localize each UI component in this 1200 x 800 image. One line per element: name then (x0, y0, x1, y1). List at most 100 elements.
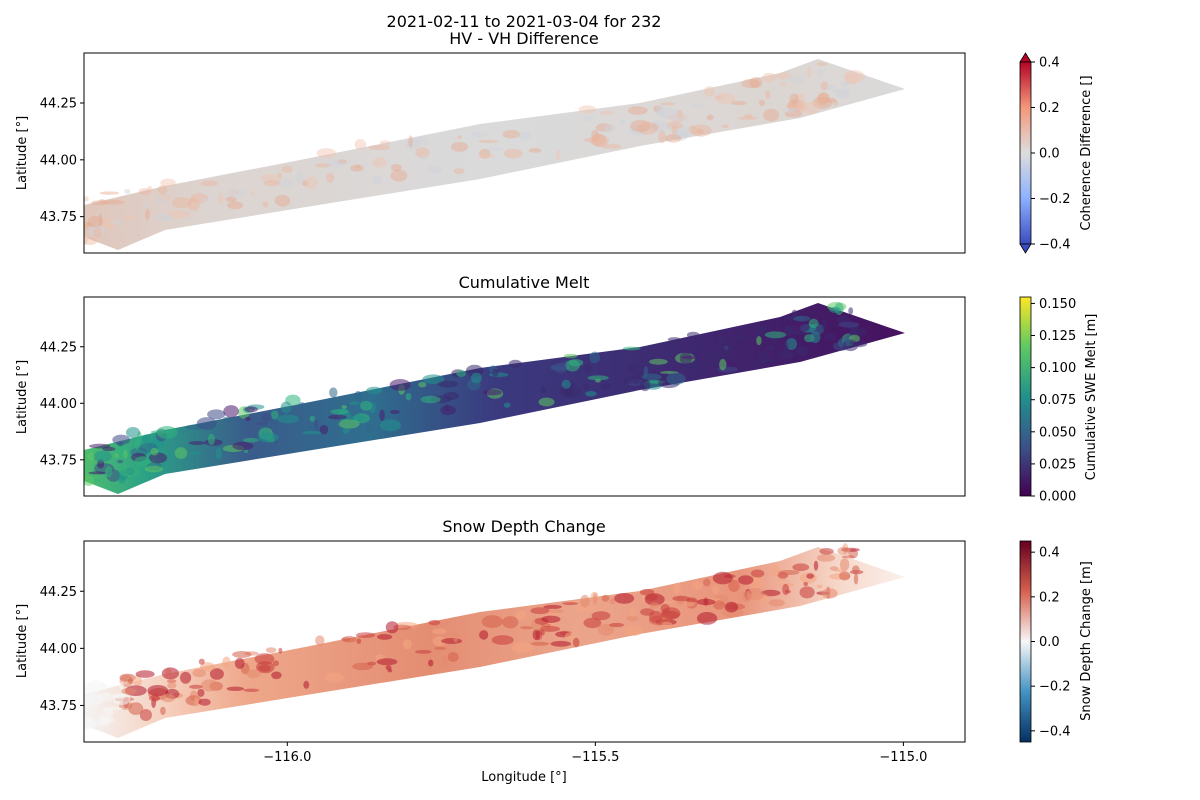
texture-spot (329, 387, 338, 398)
texture-spot (799, 586, 815, 599)
texture-spot (644, 593, 665, 606)
texture-spot (258, 664, 271, 672)
texture-spot (234, 657, 245, 669)
colorbar-ticks: 0.4 0.2 0.0 −0.2 −0.4 (1031, 546, 1071, 739)
texture-spot (622, 346, 641, 351)
texture-spot (633, 379, 640, 384)
texture-spot (147, 185, 153, 192)
texture-spot (757, 351, 769, 365)
texture-spot (685, 598, 698, 603)
texture-spot (667, 337, 681, 342)
texture-spot (782, 583, 790, 596)
texture-spot (817, 92, 830, 104)
texture-spot (105, 466, 113, 478)
texture-spot (599, 110, 615, 116)
texture-spot (422, 374, 445, 385)
texture-spot (366, 386, 383, 395)
texture-spot (408, 135, 413, 148)
texture-spot (114, 453, 119, 458)
texture-spot (377, 634, 393, 640)
texture-spot (595, 123, 613, 132)
texture-spot (147, 685, 169, 697)
texture-spot (297, 427, 318, 432)
texture-spot (597, 623, 615, 636)
texture-spot (415, 650, 432, 654)
texture-spot (93, 228, 103, 238)
texture-spot (549, 609, 564, 613)
texture-spot (502, 616, 519, 629)
texture-spot (819, 548, 834, 555)
figure-title: 2021-02-11 to 2021-03-04 for 232 (387, 12, 662, 31)
texture-spot (768, 358, 777, 363)
texture-spot (244, 416, 251, 421)
texture-spot (724, 601, 739, 613)
texture-spot (402, 639, 412, 650)
texture-spot (415, 136, 430, 146)
colorbar-tick-label: 0.100 (1039, 361, 1076, 376)
colorbar-tick-label: 0.000 (1039, 490, 1076, 505)
texture-spot (93, 450, 112, 462)
texture-spot (328, 414, 347, 420)
texture-spot (827, 97, 837, 103)
texture-spot (630, 119, 651, 133)
texture-spot (820, 81, 829, 91)
texture-spot (556, 149, 561, 161)
texture-spot (585, 391, 597, 397)
texture-spot (540, 386, 546, 394)
texture-spot (280, 401, 292, 414)
texture-spot (843, 70, 866, 83)
texture-spot (150, 430, 169, 434)
texture-spot (696, 612, 718, 625)
texture-spot (801, 101, 821, 115)
texture-spot (326, 172, 335, 183)
texture-spot (834, 91, 850, 99)
texture-spot (503, 148, 523, 159)
texture-spot (263, 180, 281, 187)
texture-spot (649, 358, 668, 365)
texture-spot (277, 414, 299, 424)
texture-spot (200, 198, 213, 202)
texture-spot (706, 114, 714, 121)
texture-spot (838, 321, 860, 328)
texture-spot (816, 62, 828, 66)
texture-spot (770, 564, 780, 577)
texture-spot (591, 129, 600, 142)
texture-spot (589, 351, 600, 364)
colorbar: 0.4 0.2 0.0 −0.2 −0.4 Snow Depth Change [m] (1019, 540, 1094, 743)
texture-spot (223, 405, 239, 418)
texture-spot (738, 575, 754, 585)
texture-spot (444, 404, 450, 411)
texture-spot (840, 81, 850, 87)
y-tick-label: 44.25 (40, 585, 77, 600)
texture-spot (691, 581, 703, 590)
texture-spot (420, 395, 441, 404)
colorbar-ticks: 0.150 0.125 0.100 0.075 0.050 0.025 0.000 (1031, 297, 1076, 505)
texture-spot (839, 571, 851, 581)
panel-title: HV - VH Difference (449, 29, 598, 48)
texture-spot (88, 452, 95, 462)
texture-spot (741, 78, 760, 89)
texture-spot (481, 615, 503, 628)
texture-spot (763, 108, 780, 122)
texture-spot (832, 100, 839, 106)
colorbar-tick-label: 0.075 (1039, 393, 1076, 408)
texture-spot (829, 306, 841, 313)
texture-spot (841, 555, 855, 559)
texture-spot (148, 695, 161, 702)
texture-spot (405, 138, 420, 150)
colorbar-extend-min (1019, 243, 1032, 254)
texture-spot (356, 632, 375, 638)
colorbar-tick-label: −0.2 (1039, 680, 1071, 695)
colorbar-label: Cumulative SWE Melt [m] (1084, 314, 1099, 481)
texture-spot (543, 604, 562, 609)
texture-spot (119, 466, 139, 477)
texture-spot (671, 125, 678, 135)
colorbar-tick-label: −0.4 (1039, 724, 1071, 739)
texture-spot (99, 692, 114, 702)
texture-spot (519, 131, 531, 140)
texture-spot (730, 101, 748, 106)
texture-spot (84, 222, 93, 227)
texture-spot (583, 137, 604, 143)
texture-spot (273, 660, 279, 667)
colorbar-tick-label: 0.150 (1039, 297, 1076, 312)
